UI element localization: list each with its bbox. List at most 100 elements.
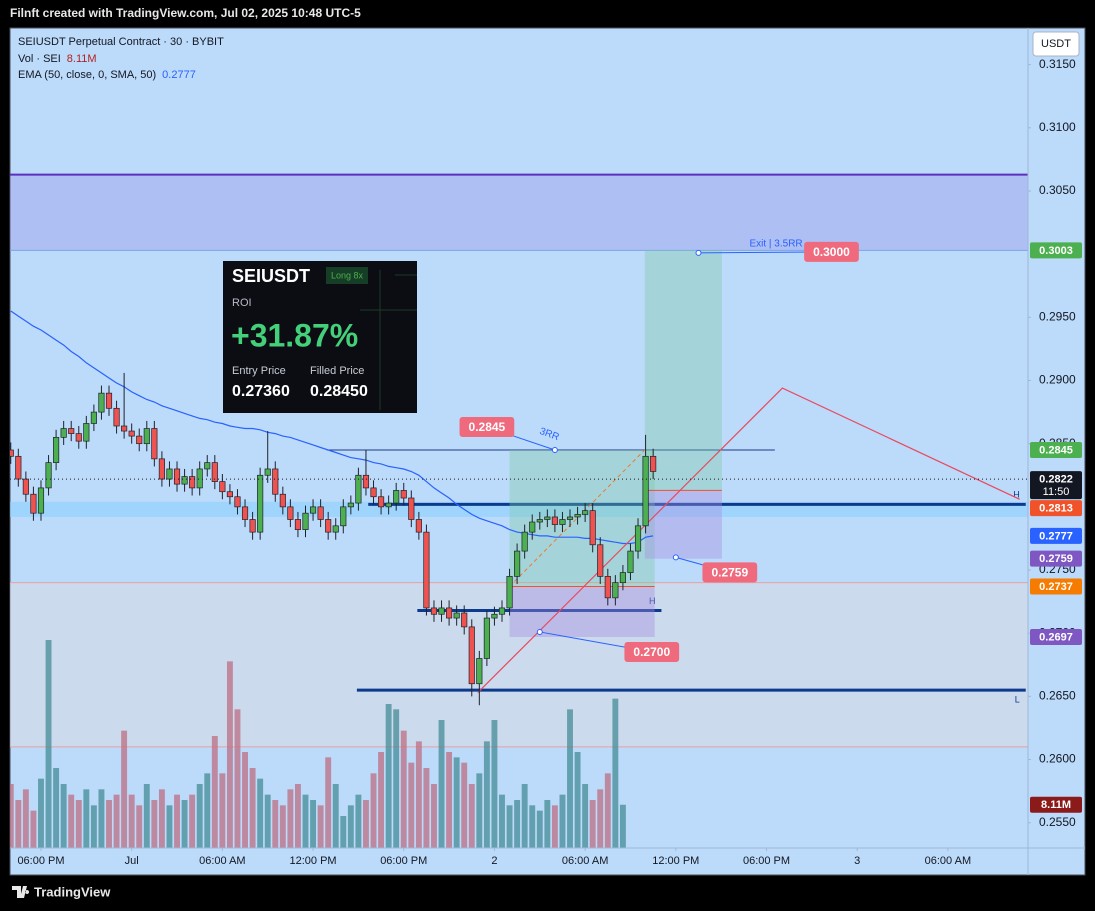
card-badge: Long 8x	[331, 270, 364, 280]
price-badge	[1030, 442, 1082, 459]
candle-body	[234, 496, 241, 508]
candle-body	[551, 516, 558, 525]
projection-line	[477, 387, 1020, 694]
volume-bar	[128, 794, 135, 848]
candle-body	[60, 428, 67, 438]
volume-bar	[189, 794, 196, 848]
callout-text: 0.2700	[633, 645, 670, 659]
footer-brand: TradingView	[34, 884, 111, 899]
candle-body	[415, 519, 422, 533]
level-label: H	[1013, 490, 1020, 500]
volume-bar	[431, 784, 437, 848]
x-tick-label: 12:00 PM	[290, 855, 337, 867]
x-tick-label: 2	[491, 855, 497, 867]
candle-body	[75, 433, 82, 442]
symbol-legend: SEIUSDT Perpetual Contract · 30 · BYBIT	[18, 36, 224, 48]
volume-bar	[446, 752, 453, 848]
callout-box	[624, 641, 680, 662]
candle-body	[241, 506, 249, 520]
candle-body	[68, 428, 75, 434]
candle-body	[514, 550, 521, 577]
candle-body	[90, 411, 97, 424]
volume-bar	[38, 778, 44, 848]
volume-bar	[370, 773, 377, 848]
volume-bar	[10, 784, 14, 848]
volume-bar	[294, 784, 301, 848]
volume-bar	[423, 768, 430, 848]
y-tick-label: 0.2550	[1039, 815, 1076, 829]
price-badge-label: 0.2737	[1039, 581, 1073, 593]
target-box	[644, 250, 722, 491]
level-label: L	[1015, 694, 1020, 704]
stop-box	[509, 586, 655, 637]
candle-body	[121, 425, 128, 432]
candle-body	[506, 576, 513, 609]
candle-body	[173, 468, 181, 485]
candle-body	[446, 607, 453, 619]
volume-bar	[521, 784, 528, 848]
volume-bar	[506, 805, 513, 848]
volume-bar	[30, 810, 37, 848]
candle-body	[325, 519, 332, 533]
volume-bar	[22, 789, 29, 848]
price-badge	[1030, 550, 1082, 567]
volume-bar	[90, 805, 97, 848]
volume-bar	[536, 810, 543, 848]
ema-value: 0.2777	[162, 69, 196, 81]
stop-box	[644, 490, 722, 559]
volume-bar	[204, 773, 211, 848]
volume-bar	[393, 709, 400, 848]
card-filled-label: Filled Price	[310, 365, 364, 377]
candle-body	[529, 521, 536, 533]
currency-button[interactable]	[1032, 31, 1080, 57]
candle-body	[226, 491, 233, 498]
callout-box	[804, 241, 859, 262]
volume-bar	[468, 784, 475, 848]
volume-bar	[83, 789, 90, 848]
candle-body	[589, 510, 596, 546]
volume-bar	[340, 816, 347, 848]
volume-bar	[461, 762, 468, 848]
candle-body	[438, 607, 445, 615]
candle-body	[15, 455, 22, 480]
candle-body	[355, 474, 362, 504]
candle-body	[98, 392, 105, 413]
volume-bar	[589, 800, 596, 848]
candle-body	[566, 516, 574, 520]
candle-body	[279, 493, 286, 508]
price-badge-label: 0.2822	[1039, 473, 1073, 485]
card-entry-label: Entry Price	[232, 365, 286, 377]
price-badge	[1030, 628, 1082, 645]
candle-body	[597, 544, 604, 577]
volume-bar	[75, 800, 82, 848]
callout-note: Exit | 3.5RR	[749, 239, 802, 250]
candle-body	[612, 582, 619, 599]
candle-body	[189, 476, 196, 489]
candle-body	[370, 487, 377, 498]
candle-body	[498, 607, 506, 615]
x-tick-label: 06:00 AM	[562, 855, 608, 867]
callout-anchor	[536, 628, 543, 635]
candle-body	[272, 468, 279, 495]
candle-body	[264, 468, 271, 476]
candle-body	[128, 430, 135, 437]
x-tick-label: 06:00 AM	[925, 855, 971, 867]
price-badge-label: 0.2845	[1039, 444, 1073, 456]
volume-bar	[234, 709, 241, 848]
volume-bar	[567, 709, 573, 848]
axes: 0.31500.31000.30500.29500.29000.28500.27…	[17, 57, 1076, 867]
candle-body	[37, 487, 45, 514]
volume-bar	[355, 794, 362, 848]
volume-bar	[121, 730, 128, 848]
candle-body	[83, 423, 90, 442]
candle-body	[309, 506, 317, 514]
candle-body	[211, 462, 218, 482]
volume-value: 8.11M	[67, 53, 97, 65]
volume-bar	[619, 804, 626, 848]
volume-bar	[574, 752, 581, 848]
price-badge	[1030, 242, 1082, 259]
volume-bar	[415, 741, 422, 848]
price-badge-label: 0.2697	[1039, 631, 1073, 643]
roi-card: SEIUSDT Long 8x ROI +31.87% Entry Price …	[223, 261, 417, 413]
